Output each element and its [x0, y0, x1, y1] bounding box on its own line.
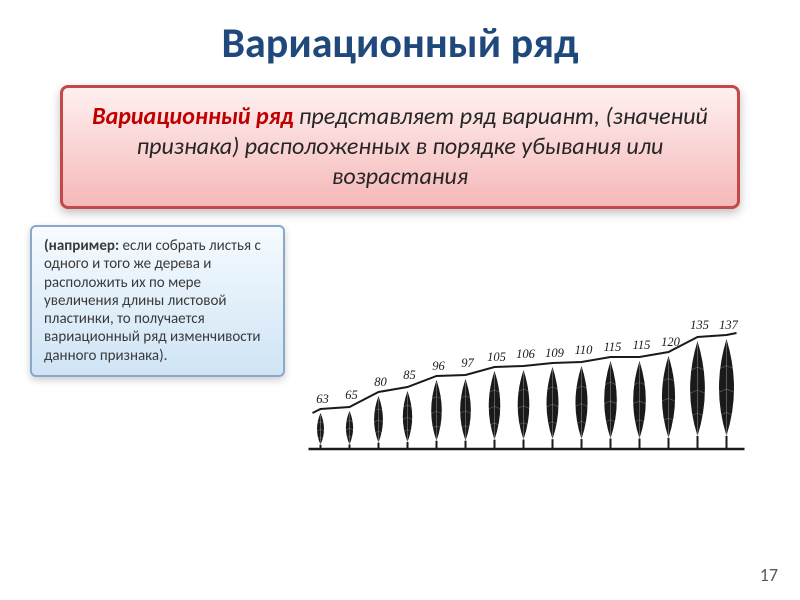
leaf-diagram: 636580859697105106109110115115120135137 — [295, 225, 780, 455]
example-box: (например: если собрать листья с одного … — [30, 225, 285, 377]
svg-text:106: 106 — [516, 347, 536, 361]
lower-section: (например: если собрать листья с одного … — [0, 221, 800, 455]
svg-text:137: 137 — [719, 318, 739, 332]
svg-text:65: 65 — [345, 388, 358, 402]
svg-text:109: 109 — [545, 346, 565, 360]
svg-text:110: 110 — [575, 343, 594, 357]
page-title: Вариационный ряд — [0, 0, 800, 79]
svg-text:63: 63 — [316, 392, 329, 406]
svg-text:105: 105 — [487, 350, 506, 364]
definition-text-2: возрастания — [332, 162, 468, 191]
svg-text:85: 85 — [403, 368, 416, 382]
example-text: если собрать листья с одного и того же д… — [44, 237, 261, 365]
page-number: 17 — [760, 564, 778, 586]
example-label: (например: — [44, 237, 119, 255]
leaf-chart-svg: 636580859697105106109110115115120135137 — [295, 225, 780, 455]
definition-term: Вариационный ряд — [92, 102, 293, 131]
svg-text:96: 96 — [432, 359, 445, 373]
definition-box: Вариационный ряд представляет ряд вариан… — [60, 85, 740, 209]
svg-text:97: 97 — [461, 356, 474, 370]
svg-text:135: 135 — [690, 318, 709, 332]
svg-text:115: 115 — [633, 338, 651, 352]
svg-text:80: 80 — [374, 375, 387, 389]
svg-text:115: 115 — [604, 340, 622, 354]
